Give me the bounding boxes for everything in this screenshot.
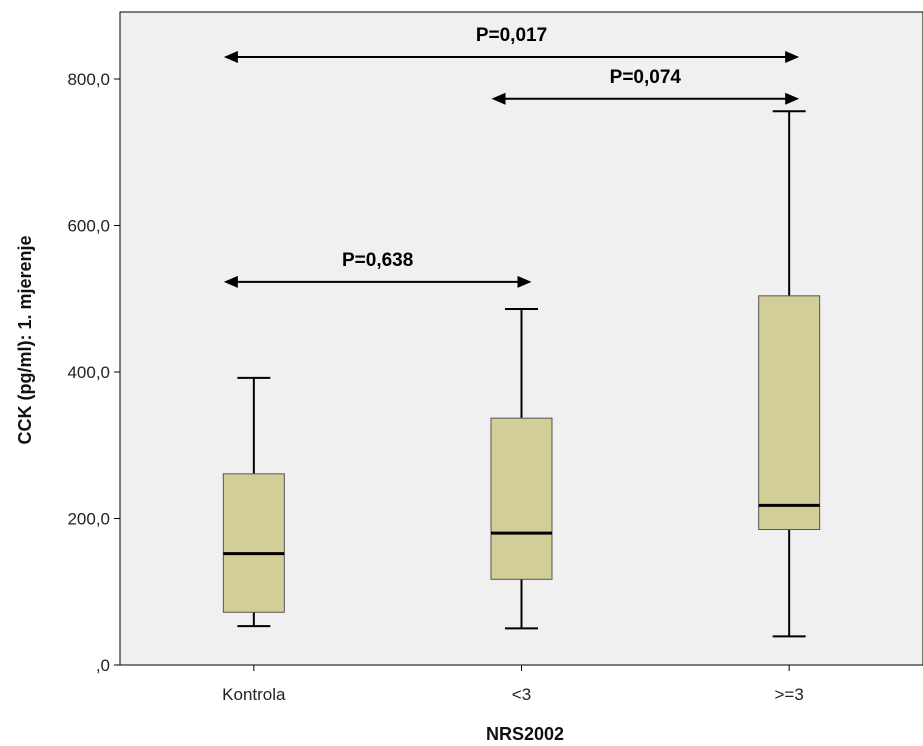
annotation-arrowhead-right bbox=[517, 275, 532, 288]
x-tick-label: >=3 bbox=[775, 685, 804, 704]
y-tick-label: 600,0 bbox=[67, 217, 110, 236]
x-axis: Kontrola <3 >=3 bbox=[222, 665, 804, 704]
box-iqr bbox=[490, 417, 553, 580]
x-tick-label: <3 bbox=[512, 685, 531, 704]
x-tick-label: Kontrola bbox=[222, 685, 286, 704]
y-tick-label: 200,0 bbox=[67, 510, 110, 529]
y-tick-label: ,0 bbox=[96, 656, 110, 675]
p-value-label: P=0,017 bbox=[476, 25, 547, 46]
p-value-label: P=0,638 bbox=[342, 250, 413, 271]
box-iqr bbox=[758, 295, 821, 530]
box-iqr bbox=[222, 473, 285, 613]
p-value-label: P=0,074 bbox=[610, 67, 682, 88]
annotations: P=0,017 P=0,074 P=0,638 bbox=[223, 25, 800, 288]
annotation-arrowhead-left bbox=[491, 92, 506, 105]
annotation-arrowhead-left bbox=[223, 275, 238, 288]
y-tick-label: 800,0 bbox=[67, 70, 110, 89]
annotation-arrowhead-left bbox=[223, 51, 238, 64]
y-axis-title: CCK (pg/ml): 1. mjerenje bbox=[15, 235, 35, 444]
boxes bbox=[222, 110, 821, 638]
annotation-arrowhead-right bbox=[785, 51, 800, 64]
y-axis: ,0 200,0 400,0 600,0 800,0 bbox=[67, 70, 120, 675]
x-axis-title: NRS2002 bbox=[486, 724, 564, 744]
y-tick-label: 400,0 bbox=[67, 363, 110, 382]
annotation-arrowhead-right bbox=[785, 92, 800, 105]
